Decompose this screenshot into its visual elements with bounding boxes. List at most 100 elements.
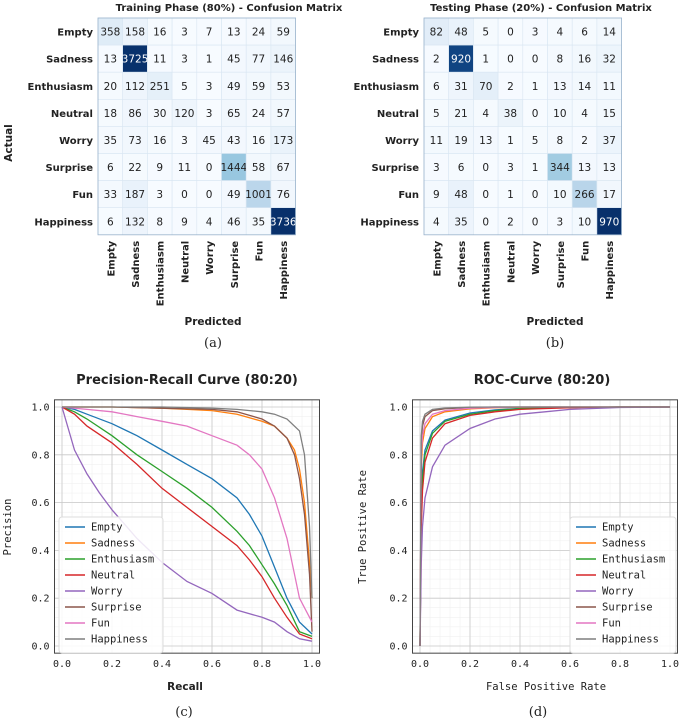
cm-testing-cell-2-1 [448,71,474,100]
cm-testing-cell-value-5-3: 3 [507,162,514,174]
cm-training-cell-value-7-7: 3736 [270,216,297,228]
roc-legend-label-happiness: Happiness [602,634,659,646]
cm-testing-col-label-happiness: Happiness [605,241,616,300]
pr-legend-label-empty: Empty [91,522,123,534]
cm-training-cell-value-2-4: 3 [206,81,213,93]
roc-xtick-5: 1.0 [661,659,679,670]
pr-xtick-1: 0.2 [103,659,121,670]
cm-training-row-label-worry: Worry [59,136,93,147]
pr-ytick-0: 0.0 [31,642,49,653]
cm-testing-cell-value-7-0: 4 [433,216,440,228]
cm-testing-cell-value-1-3: 0 [507,54,514,66]
cm-training-col-label-neutral: Neutral [180,241,191,283]
cm-training-cell-4-6 [245,126,272,154]
panel-label-d: (d) [529,705,547,720]
cm-testing-cell-7-2 [473,207,499,236]
roc-curves [419,406,671,647]
pr-xtick-3: 0.6 [203,659,221,670]
cm-training-cell-value-6-2: 3 [156,189,163,201]
cm-training-cell-1-1 [122,44,148,73]
cm-testing-cell-4-5 [547,126,573,154]
cm-training-cell-value-6-3: 0 [181,189,188,201]
cm-training-cell-value-2-6: 59 [252,81,265,93]
cm-training-cell-5-1 [122,153,148,181]
roc-ytick-4: 0.8 [389,450,407,461]
cm-training-cell-value-1-5: 45 [227,54,240,66]
cm-training-cell-7-2 [147,207,173,236]
cm-training-cell-value-4-5: 43 [227,135,240,147]
cm-testing-cell-value-2-0: 6 [433,81,440,93]
cm-training-cell-3-3 [171,99,198,127]
cm-training-cell-7-7 [270,207,296,236]
cm-testing-cell-value-2-6: 14 [578,81,592,93]
cm-training-col-label-empty: Empty [106,240,117,276]
cm-training-cell-value-7-6: 35 [252,216,265,228]
pr-legend-label-sadness: Sadness [91,538,135,550]
roc-ytick-3: 0.6 [389,498,407,509]
cm-testing-cell-1-4 [522,44,548,73]
pr-legend: Empty Sadness Enthusiasm Neutral Worry Surpri… [58,516,164,654]
roc-xlabel: False Positive Rate [486,681,606,693]
pr-ytick-5: 1.0 [31,403,49,414]
cm-testing-row-labels: Empty Sadness Enthusiasm Neutral Worry Surpri… [354,28,420,229]
cm-testing-cells: 82 48 5 0 3 4 6 142 920 1 0 0 8 16 326 31 70 2 1 13 14 115 21 4… [423,17,623,236]
roc-legend-label-surprise: Surprise [602,602,653,614]
cm-training-cell-value-1-7: 146 [273,54,293,66]
cm-testing-cell-4-6 [571,126,598,154]
pr-legend-label-surprise: Surprise [91,602,142,614]
cm-training-cell-value-4-6: 16 [252,135,266,147]
cm-testing-cell-6-2 [473,180,499,209]
pr-ylabel: Precision [2,499,14,556]
cm-training-cell-value-7-5: 46 [227,216,241,228]
cm-training-cell-value-0-2: 16 [153,27,167,39]
cm-testing-cell-value-2-7: 11 [603,81,616,93]
cm-training-col-labels: Empty Sadness Enthusiasm Neutral Worry Surpri… [106,240,290,306]
cm-testing-row-label-neutral: Neutral [377,109,419,120]
cm-testing-cell-6-1 [448,180,474,209]
cm-training-cell-value-7-0: 6 [107,216,114,228]
cm-training-cell-4-4 [196,126,222,154]
cm-testing-cell-4-2 [473,126,499,154]
cm-training-cell-2-1 [122,71,148,100]
pr-axes-frame [54,399,320,654]
cm-testing-cell-value-1-1: 920 [451,54,471,66]
cm-training-cell-0-7 [270,17,296,46]
roc-legend-label-empty: Empty [602,522,634,534]
cm-training-cell-6-6 [245,180,272,209]
pr-title: Precision-Recall Curve (80:20) [76,373,298,388]
cm-training-cell-value-1-6: 77 [252,54,265,66]
cm-training-cell-value-5-5: 1444 [220,162,247,174]
cm-testing-cell-2-5 [547,71,573,100]
cm-testing-cell-value-7-3: 2 [507,216,514,228]
pr-curve-enthusiasm [61,406,313,638]
cm-training-cell-value-4-0: 35 [104,135,117,147]
cm-training-cell-value-5-3: 11 [178,162,191,174]
pr-xlabel: Recall [167,681,203,693]
roc-xtick-4: 0.8 [611,659,629,670]
cm-testing-cell-6-6 [571,180,598,209]
cm-training-cell-value-1-4: 1 [206,54,213,66]
cm-training-cell-value-2-0: 20 [104,81,117,93]
cm-testing-cell-value-6-3: 1 [507,189,514,201]
pr-ytick-3: 0.6 [31,498,49,509]
cm-testing-cell-value-6-6: 266 [575,189,595,201]
cm-testing-cell-value-7-4: 0 [532,216,539,228]
confusion-matrix-training: Training Phase (80%) - Confusion Matrix … [3,3,343,351]
cm-training-cell-6-7 [270,180,296,209]
cm-testing-cell-value-4-0: 11 [430,135,443,147]
cm-testing-cell-value-0-2: 5 [482,27,489,39]
cm-testing-cell-value-4-3: 1 [507,135,514,147]
cm-testing-cell-0-2 [473,17,499,46]
cm-testing-cell-value-3-3: 38 [504,108,517,120]
roc-xtick-2: 0.4 [511,659,529,670]
cm-testing-cell-7-7 [596,207,622,236]
cm-training-cell-value-2-7: 53 [277,81,290,93]
roc-plot: ROC-Curve (80:20) 0.0 0.2 0.4 0.6 0.8 1.00.00… [357,373,679,720]
cm-training-cell-5-6 [245,153,272,181]
cm-testing-cell-value-1-2: 1 [482,54,489,66]
cm-testing-row-label-empty: Empty [383,28,419,39]
cm-training-cell-value-7-3: 9 [181,216,188,228]
cm-training-cell-value-5-6: 58 [252,162,265,174]
cm-testing-col-label-neutral: Neutral [506,241,517,283]
